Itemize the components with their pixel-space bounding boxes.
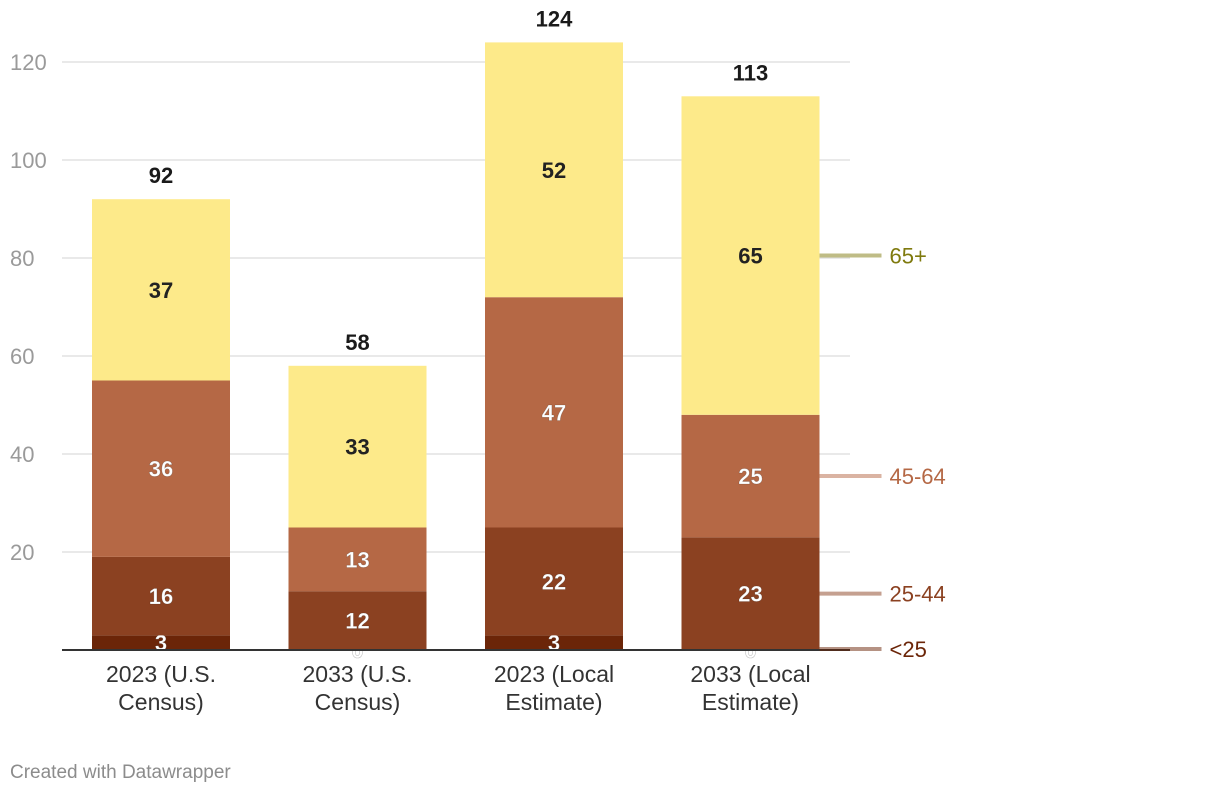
y-tick-label: 120 [10,50,47,75]
bar-segment [92,199,230,381]
data-label: 16 [149,584,173,609]
data-label: 52 [542,158,566,183]
data-label: 36 [149,457,173,482]
bar-segment [288,365,427,528]
y-tick-label: 80 [10,246,34,271]
legend-label: 65+ [890,244,927,269]
legend-label: 25-44 [890,582,946,607]
total-label: 113 [733,60,769,85]
data-label: 22 [542,569,566,594]
data-label: 23 [738,582,762,607]
footer-credit: Created with Datawrapper [10,762,231,783]
data-label: 37 [149,278,173,303]
bar-segment [681,96,820,415]
legend-label: 45-64 [890,464,946,489]
bar-segment [485,297,623,528]
bar-segment [485,635,623,650]
bar-segment [92,380,230,557]
x-tick-label: 2023 (Local Estimate) [494,661,614,715]
bar-segment [92,635,230,650]
x-tick-label: 2033 (Local Estimate) [690,661,810,715]
data-label: 33 [345,435,369,460]
bar-segment [485,42,623,298]
legend-label: <25 [890,637,927,662]
bar-segment [681,414,820,538]
bar-segment [681,537,820,650]
y-tick-label: 20 [10,540,34,565]
data-label: 13 [345,547,369,572]
x-tick-label: 2023 (U.S. Census) [106,661,216,715]
y-tick-label: 100 [10,148,47,173]
y-tick-label: 60 [10,344,34,369]
total-label: 58 [345,330,369,355]
bar-segment [288,527,427,592]
bar-segment [485,527,623,636]
data-label: 25 [738,464,762,489]
total-label: 124 [536,6,573,31]
x-tick-label: 2033 (U.S. Census) [303,661,413,715]
bar-segment [92,556,230,636]
y-tick-label: 40 [10,442,34,467]
data-label: 12 [345,609,369,634]
data-label: 65 [738,244,762,269]
data-label: 47 [542,400,566,425]
bar-segment [288,591,427,650]
total-label: 92 [149,163,173,188]
